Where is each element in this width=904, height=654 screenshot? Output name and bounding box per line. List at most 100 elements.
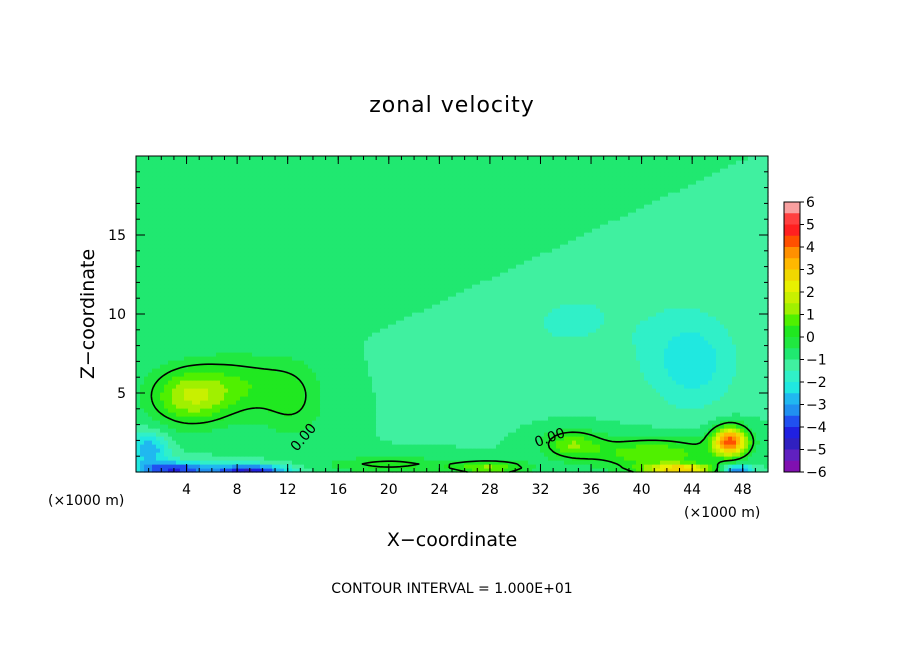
- field-cell: [388, 376, 393, 381]
- field-cell: [368, 392, 373, 397]
- field-cell: [396, 440, 401, 445]
- field-cell: [308, 404, 313, 409]
- field-cell: [332, 356, 337, 361]
- field-cell: [240, 348, 245, 353]
- field-cell: [688, 416, 693, 421]
- field-cell: [604, 464, 609, 469]
- field-cell: [240, 384, 245, 389]
- field-cell: [184, 368, 189, 373]
- field-cell: [404, 456, 409, 461]
- field-cell: [448, 416, 453, 421]
- field-cell: [728, 444, 733, 449]
- field-cell: [268, 456, 273, 461]
- field-cell: [512, 424, 517, 429]
- field-cell: [728, 372, 733, 377]
- field-cell: [352, 376, 357, 381]
- field-cell: [496, 388, 501, 393]
- field-cell: [236, 400, 241, 405]
- field-cell: [376, 396, 381, 401]
- field-cell: [748, 444, 753, 449]
- field-cell: [672, 456, 677, 461]
- field-cell: [296, 364, 301, 369]
- field-cell: [156, 468, 161, 473]
- field-cell: [608, 412, 613, 417]
- field-cell: [696, 456, 701, 461]
- field-cell: [520, 432, 525, 437]
- field-cell: [480, 400, 485, 405]
- field-cell: [664, 400, 669, 405]
- field-cell: [212, 364, 217, 369]
- field-cell: [168, 352, 173, 357]
- field-cell: [588, 448, 593, 453]
- field-cell: [172, 360, 177, 365]
- field-cell: [320, 464, 325, 469]
- field-cell: [308, 372, 313, 377]
- field-cell: [408, 416, 413, 421]
- field-cell: [300, 348, 305, 353]
- field-cell: [140, 344, 145, 349]
- field-cell: [524, 464, 529, 469]
- field-cell: [224, 416, 229, 421]
- field-cell: [608, 420, 613, 425]
- field-cell: [268, 460, 273, 465]
- field-cell: [284, 428, 289, 433]
- field-cell: [228, 404, 233, 409]
- field-cell: [700, 400, 705, 405]
- field-cell: [272, 468, 277, 473]
- field-cell: [720, 424, 725, 429]
- field-cell: [140, 360, 145, 365]
- field-cell: [164, 356, 169, 361]
- field-cell: [496, 416, 501, 421]
- field-cell: [640, 392, 645, 397]
- field-cell: [536, 400, 541, 405]
- field-cell: [636, 464, 641, 469]
- field-cell: [436, 368, 441, 373]
- field-cell: [512, 408, 517, 413]
- field-cell: [492, 420, 497, 425]
- field-cell: [200, 352, 205, 357]
- field-cell: [700, 452, 705, 457]
- field-cell: [644, 392, 649, 397]
- field-cell: [348, 388, 353, 393]
- field-cell: [580, 416, 585, 421]
- field-cell: [356, 400, 361, 405]
- field-cell: [164, 436, 169, 441]
- field-cell: [256, 428, 261, 433]
- field-cell: [172, 404, 177, 409]
- field-cell: [588, 384, 593, 389]
- field-cell: [360, 468, 365, 473]
- field-cell: [744, 360, 749, 365]
- field-cell: [208, 352, 213, 357]
- field-cell: [740, 452, 745, 457]
- field-cell: [532, 420, 537, 425]
- field-cell: [524, 404, 529, 409]
- field-cell: [548, 380, 553, 385]
- field-cell: [292, 456, 297, 461]
- field-cell: [156, 448, 161, 453]
- field-cell: [336, 388, 341, 393]
- field-cell: [712, 440, 717, 445]
- field-cell: [312, 460, 317, 465]
- field-cell: [504, 364, 509, 369]
- field-cell: [284, 384, 289, 389]
- field-cell: [592, 384, 597, 389]
- field-cell: [176, 352, 181, 357]
- field-cell: [248, 456, 253, 461]
- field-cell: [372, 360, 377, 365]
- field-cell: [712, 372, 717, 377]
- field-cell: [464, 448, 469, 453]
- field-cell: [188, 412, 193, 417]
- field-cell: [232, 432, 237, 437]
- field-cell: [440, 448, 445, 453]
- field-cell: [528, 412, 533, 417]
- field-cell: [728, 452, 733, 457]
- field-cell: [380, 380, 385, 385]
- field-cell: [268, 372, 273, 377]
- field-cell: [144, 372, 149, 377]
- field-cell: [616, 468, 621, 473]
- field-cell: [224, 356, 229, 361]
- field-cell: [312, 372, 317, 377]
- field-cell: [388, 464, 393, 469]
- field-cell: [440, 400, 445, 405]
- field-cell: [640, 384, 645, 389]
